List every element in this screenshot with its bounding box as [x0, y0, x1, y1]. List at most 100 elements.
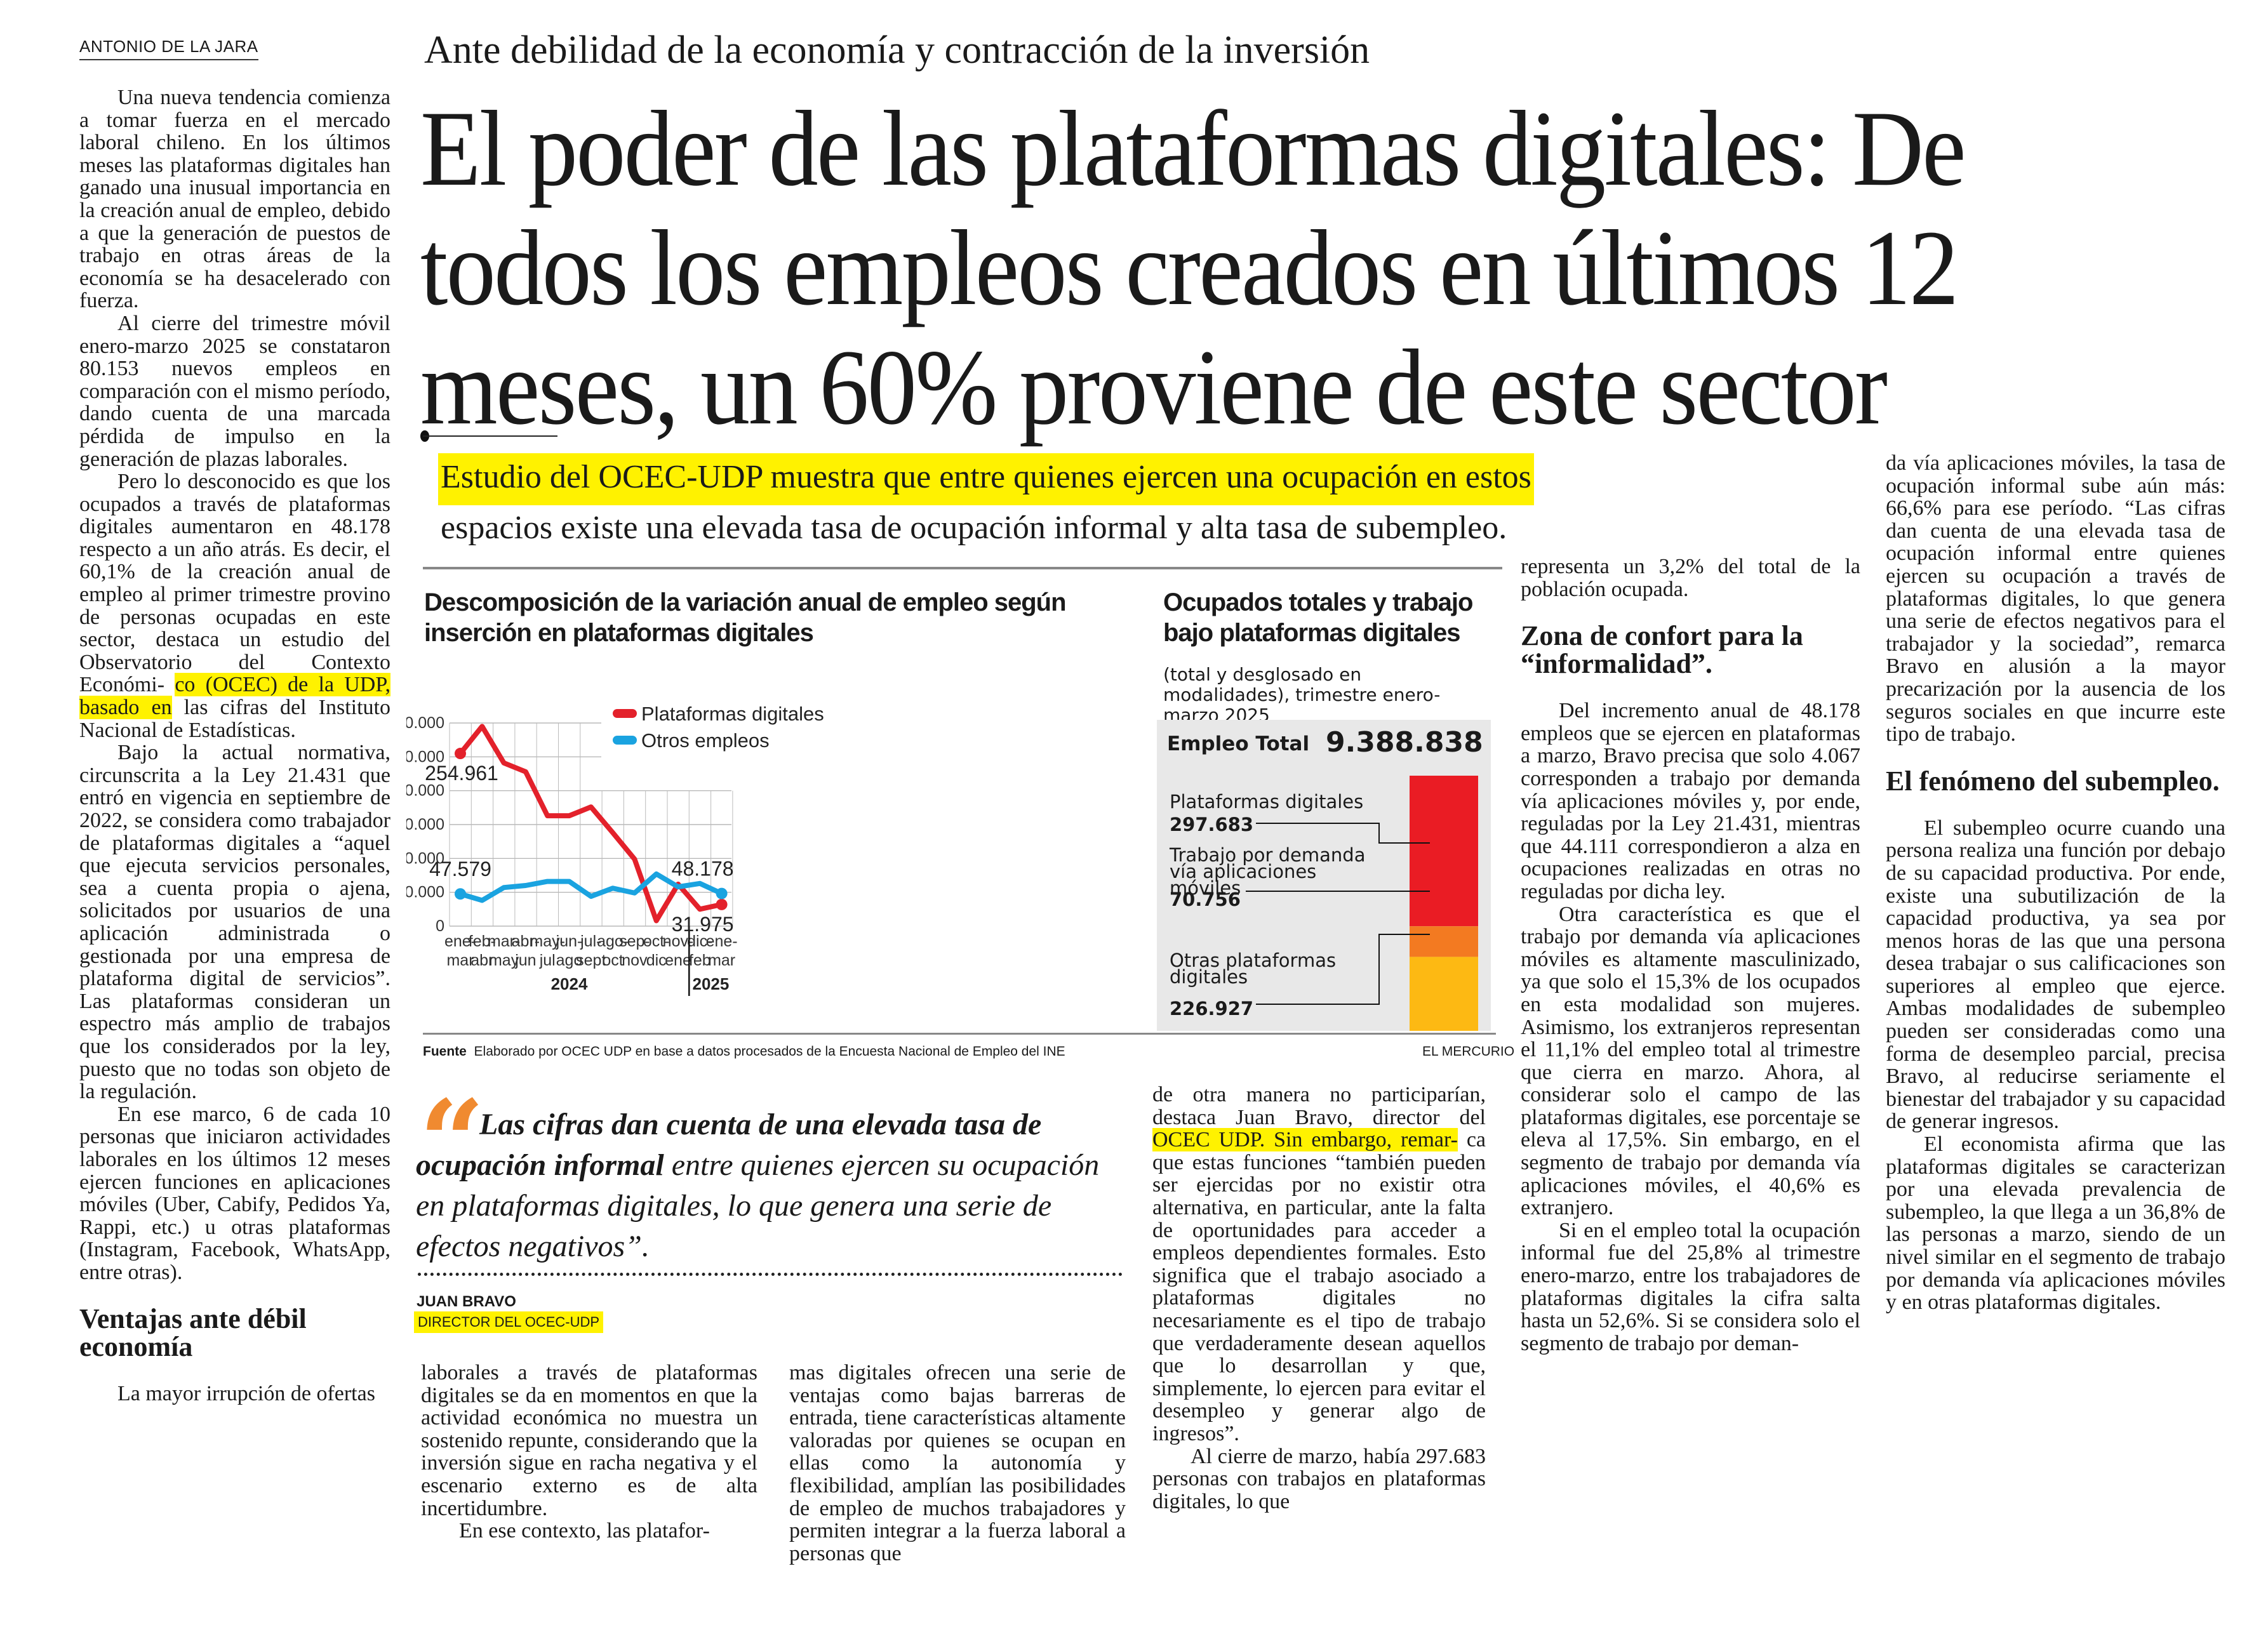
paragraph-text: Pero lo desconocido es que los ocupados …	[79, 470, 390, 697]
stacked-chart-title: Ocupados totales y trabajo bajo platafor…	[1163, 588, 1473, 647]
divider	[423, 567, 1502, 569]
headline-line: meses, un 60% proviene de este sector	[420, 328, 1888, 447]
series-endpoint	[455, 888, 466, 900]
paragraph-text: ca que estas funciones “también pueden s…	[1152, 1128, 1486, 1445]
line-chart-title: Descomposición de la variación anual de …	[424, 587, 1123, 648]
data-label: 254.961	[425, 762, 498, 785]
x-tick-label: abr-	[512, 932, 540, 950]
quote-mark-icon: “	[419, 1075, 485, 1209]
year-label: 2024	[551, 974, 588, 993]
series-endpoint	[716, 898, 728, 910]
stacked-bar	[1246, 776, 1478, 1031]
x-tick-label: dic	[646, 952, 667, 969]
paragraph: laborales a través de plataformas digita…	[421, 1361, 757, 1520]
chart-source: Fuente Elaborado por OCEC UDP en base a …	[423, 1044, 1065, 1059]
headline: El poder de las plataformas digitales: D…	[420, 89, 2103, 447]
total-value: 9.388.838	[1326, 726, 1483, 759]
x-tick-label: mar-	[488, 932, 520, 950]
paragraph: da vía aplicaciones móviles, la tasa de …	[1886, 451, 2225, 746]
subheading: Ventajas ante débil economía	[79, 1303, 307, 1363]
paragraph: mas digitales ofrecen una serie de venta…	[789, 1361, 1126, 1565]
source-text: Elaborado por OCEC UDP en base a datos p…	[474, 1044, 1065, 1059]
paragraph: Del incremento anual de 48.178 empleos q…	[1521, 699, 1860, 903]
segment-value-plataformas: 297.683	[1170, 814, 1254, 835]
y-tick-label: 50.000	[406, 884, 444, 901]
article-column-5: representa un 3,2% del total de la pobla…	[1521, 555, 1860, 1355]
headline-line: todos los empleos creados en últimos 12	[420, 208, 1959, 328]
x-tick-label: jun	[514, 952, 536, 969]
paragraph: de otra manera no participarían, destaca…	[1152, 1084, 1486, 1445]
paragraph: El subempleo ocurre cuando una persona r…	[1886, 816, 2225, 1134]
stack-segment-plataformas-digitales	[1410, 776, 1478, 927]
x-tick-label: oct	[602, 952, 623, 969]
x-tick-label: abr	[470, 952, 493, 969]
y-tick-label: 300.000	[406, 714, 444, 732]
highlighted-text: OCEC UDP. Sin embargo, remar-	[1152, 1128, 1458, 1152]
byline: ANTONIO DE LA JARA	[79, 37, 258, 60]
paragraph: Si en el empleo total la ocupación infor…	[1521, 1218, 1860, 1355]
chart-title-text: Descomposición de la variación anual de …	[424, 588, 1067, 647]
legend-label: Plataformas digitales	[641, 703, 824, 725]
paragraph: Una nueva tendencia comienza a tomar fue…	[79, 86, 390, 313]
quote-author-role: DIRECTOR DEL OCEC-UDP	[414, 1311, 604, 1333]
headline-line: El poder de las plataformas digitales: D…	[420, 89, 1966, 208]
paragraph: En ese contexto, las platafor-	[459, 1519, 710, 1543]
y-tick-label: 150.000	[406, 816, 444, 833]
kicker: Ante debilidad de la economía y contracc…	[424, 29, 1370, 72]
stacked-chart-subtitle: (total y desglosado en modalidades), tri…	[1163, 664, 1441, 726]
segment-label-otras: Otras plataformas digitales	[1170, 950, 1337, 988]
x-tick-label: jun-	[556, 932, 583, 950]
stack-segment-trabajo-por-demanda	[1410, 926, 1478, 957]
paragraph-text: de otra manera no participarían, destaca…	[1152, 1083, 1486, 1129]
segment-value-demanda: 70.756	[1170, 889, 1241, 910]
x-tick-label: jul-	[580, 932, 601, 950]
paragraph: representa un 3,2% del total de la pobla…	[1521, 555, 1860, 601]
article-column-2: laborales a través de plataformas digita…	[421, 1362, 757, 1542]
paragraph-text: las cifras del Instituto Nacional de Est…	[79, 696, 391, 742]
x-tick-label: feb	[689, 952, 711, 969]
x-tick-label: mar	[708, 952, 735, 969]
paragraph: El economista afirma que las plataformas…	[1886, 1132, 2225, 1315]
series-endpoint	[716, 887, 728, 899]
divider	[423, 1033, 1496, 1035]
article-column-6: da vía aplicaciones móviles, la tasa de …	[1886, 452, 2225, 1314]
pull-quote-bold: Las cifras dan cuenta de una elevada tas…	[416, 1108, 1042, 1182]
paragraph: Pero lo desconocido es que los ocupados …	[79, 470, 391, 742]
deck-text: espacios existe una elevada tasa de ocup…	[441, 510, 1507, 546]
data-label: 47.579	[429, 858, 491, 880]
y-tick-label: 0	[436, 917, 444, 935]
article-column-1: Una nueva tendencia comienza a tomar fue…	[79, 86, 391, 1405]
article-column-4: de otra manera no participarían, destaca…	[1152, 1084, 1486, 1513]
segment-value-otras: 226.927	[1170, 998, 1254, 1019]
y-tick-label: 200.000	[406, 782, 444, 800]
x-tick-label: ene	[665, 952, 691, 969]
x-tick-label: sept	[576, 952, 606, 969]
x-tick-label: ene-	[444, 932, 476, 950]
x-tick-label: nov	[622, 952, 648, 969]
x-tick-label: ago	[556, 952, 583, 969]
y-tick-label: 250.000	[406, 748, 444, 766]
x-tick-label: mar	[446, 952, 474, 969]
pull-quote-text: entre quienes ejercen su ocupación en pl…	[416, 1148, 1100, 1263]
paragraph: Al cierre de marzo, había 297.683 person…	[1152, 1444, 1486, 1513]
article-column-3: mas digitales ofrecen una serie de venta…	[789, 1362, 1126, 1565]
divider	[423, 435, 557, 437]
line-chart: 0 50.000 100.000 150.000 200.000 250.000 300.0…	[406, 703, 824, 996]
data-label: 48.178	[672, 858, 734, 880]
series-endpoint	[455, 748, 466, 760]
legend-label: Otros empleos	[641, 729, 770, 752]
deck-highlighted: Estudio del OCEC-UDP muestra que entre q…	[438, 453, 1534, 505]
publisher-credit: EL MERCURIO	[1422, 1044, 1515, 1059]
x-tick-label: jul	[539, 952, 556, 969]
x-tick-label: sep-	[619, 932, 650, 950]
paragraph: Al cierre del trimestre móvil enero-marz…	[79, 311, 390, 471]
segment-label-demanda: Trabajo por demanda vía aplicaciones móv…	[1170, 844, 1366, 899]
stack-segment-otras-plataformas	[1410, 957, 1478, 1031]
divider	[418, 1273, 1123, 1276]
stacked-chart-panel: Empleo Total 9.388.838 Plataformas digit…	[1157, 720, 1491, 1031]
x-tick-label: feb-	[469, 932, 496, 950]
x-tick-label: dic-	[687, 932, 712, 950]
x-tick-label: may	[489, 952, 519, 969]
total-label: Empleo Total	[1167, 733, 1310, 755]
leader-line	[1256, 934, 1430, 1005]
